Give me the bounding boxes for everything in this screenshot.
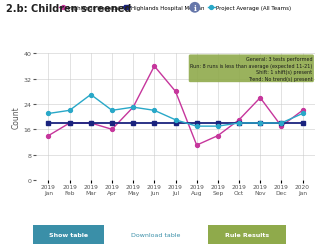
Text: Rule Results: Rule Results bbox=[225, 233, 269, 237]
FancyBboxPatch shape bbox=[202, 224, 292, 246]
Legend: Highlands Hospital, Highlands Hospital Median, Project Average (All Teams): Highlands Hospital, Highlands Hospital M… bbox=[57, 4, 294, 13]
Text: 2.b: Children screened: 2.b: Children screened bbox=[6, 4, 132, 14]
Y-axis label: Count: Count bbox=[12, 106, 21, 129]
Text: Download table: Download table bbox=[131, 233, 181, 237]
Text: General: 3 tests performed
Run: 8 runs is less than average (expected 11-21)
Shi: General: 3 tests performed Run: 8 runs i… bbox=[190, 57, 312, 81]
Text: ℹ: ℹ bbox=[193, 4, 196, 13]
Text: Show table: Show table bbox=[49, 233, 88, 237]
FancyBboxPatch shape bbox=[27, 224, 110, 246]
